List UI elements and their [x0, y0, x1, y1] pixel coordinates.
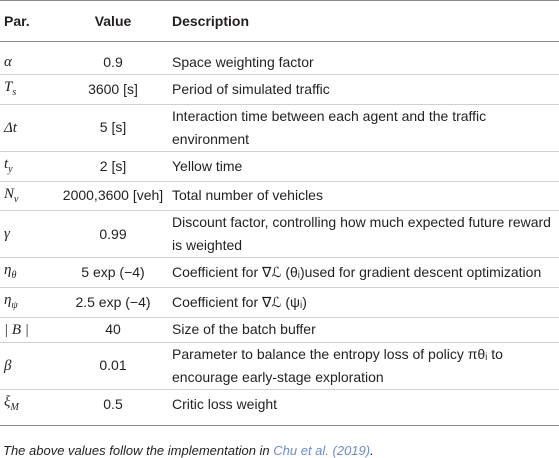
parameter-cell: ty — [0, 151, 58, 182]
header-cell: Description — [168, 0, 559, 42]
parameter-cell: γ — [0, 210, 58, 259]
table-header: Par. Value Description — [0, 0, 559, 42]
value-cell: 5 exp (−4) — [58, 257, 168, 289]
table-row: ηψ 2.5 exp (−4) Coefficient for ∇ℒ (ψᵢ) — [0, 287, 559, 318]
parameter-subscript: s — [12, 86, 17, 98]
footnote: The above values follow the implementati… — [0, 443, 559, 458]
parameter-cell: ηθ — [0, 257, 58, 289]
table-row: ξM 0.5 Critic loss weight — [0, 389, 559, 426]
description-cell: Parameter to balance the entropy loss of… — [168, 342, 559, 390]
description-cell: Coefficient for ∇ℒ (θᵢ)used for gradient… — [168, 257, 559, 289]
description-cell: Interaction time between each agent and … — [168, 104, 559, 152]
table-row: α 0.9 Space weighting factor — [0, 41, 559, 75]
parameter-cell: Nv — [0, 181, 58, 212]
parameter-symbol: | B | — [4, 321, 29, 338]
table-row: γ 0.99 Discount factor, controlling how mu… — [0, 210, 559, 259]
value-cell: 40 — [58, 317, 168, 343]
table-row: Ts 3600 [s] Period of simulated traffic — [0, 74, 559, 105]
description-cell: Total number of vehicles — [168, 181, 559, 212]
parameter-symbol: ξ — [4, 393, 11, 410]
parameter-symbol: N — [4, 185, 15, 202]
parameter-cell: | B | — [0, 317, 58, 343]
footnote-text: The above values follow the implementati… — [3, 442, 274, 458]
parameter-cell: ηψ — [0, 287, 58, 318]
parameter-subscript: v — [14, 193, 19, 205]
table-row: ηθ 5 exp (−4) Coefficient for ∇ℒ (θᵢ)used … — [0, 257, 559, 289]
parameter-table: Par. Value Description α 0.9 Space weighti… — [0, 0, 559, 426]
description-cell: Period of simulated traffic — [168, 74, 559, 105]
description-cell: Space weighting factor — [168, 41, 559, 75]
value-cell: 2 [s] — [58, 151, 168, 182]
value-cell: 0.01 — [58, 342, 168, 390]
table-row: ty 2 [s] Yellow time — [0, 151, 559, 182]
description-cell: Coefficient for ∇ℒ (ψᵢ) — [168, 287, 559, 318]
table-row: | B | 40 Size of the batch buffer — [0, 317, 559, 343]
parameter-cell: ξM — [0, 389, 58, 426]
header-row: Par. Value Description — [0, 0, 559, 42]
footnote-end: . — [370, 442, 374, 458]
parameter-symbol: η — [4, 292, 12, 309]
value-cell: 3600 [s] — [58, 74, 168, 105]
description-cell: Discount factor, controlling how much ex… — [168, 210, 559, 259]
header-cell: Value — [58, 0, 168, 42]
citation-link[interactable]: Chu et al. (2019) — [273, 442, 371, 458]
table-body: α 0.9 Space weighting factor Ts 3600 [s] Peri… — [0, 41, 559, 426]
parameter-subscript: M — [10, 401, 19, 413]
table-row: β 0.01 Parameter to balance the entropy lo… — [0, 342, 559, 390]
value-cell: 2000,3600 [veh] — [58, 181, 168, 212]
parameter-symbol: η — [4, 262, 12, 279]
parameter-subscript: ψ — [11, 299, 18, 311]
parameter-cell: Ts — [0, 74, 58, 105]
parameter-symbol: α — [4, 54, 12, 70]
parameter-symbol: t — [4, 155, 9, 172]
parameter-cell: β — [0, 342, 58, 390]
value-cell: 0.99 — [58, 210, 168, 259]
parameter-symbol: T — [4, 79, 13, 95]
value-cell: 0.9 — [58, 41, 168, 75]
parameter-cell: Δt — [0, 104, 58, 152]
parameter-subscript: y — [8, 163, 13, 175]
table-row: Nv 2000,3600 [veh] Total number of vehicle… — [0, 181, 559, 212]
value-cell: 5 [s] — [58, 104, 168, 152]
header-cell: Par. — [0, 0, 58, 42]
description-cell: Critic loss weight — [168, 389, 559, 426]
description-cell: Size of the batch buffer — [168, 317, 559, 343]
value-cell: 2.5 exp (−4) — [58, 287, 168, 318]
parameter-cell: α — [0, 41, 58, 75]
table-row: Δt 5 [s] Interaction time between each age… — [0, 104, 559, 152]
value-cell: 0.5 — [58, 389, 168, 426]
description-cell: Yellow time — [168, 151, 559, 182]
parameter-symbol: Δt — [4, 119, 17, 136]
parameter-symbol: γ — [4, 226, 10, 243]
parameter-subscript: θ — [11, 270, 17, 282]
parameter-symbol: β — [4, 357, 12, 374]
